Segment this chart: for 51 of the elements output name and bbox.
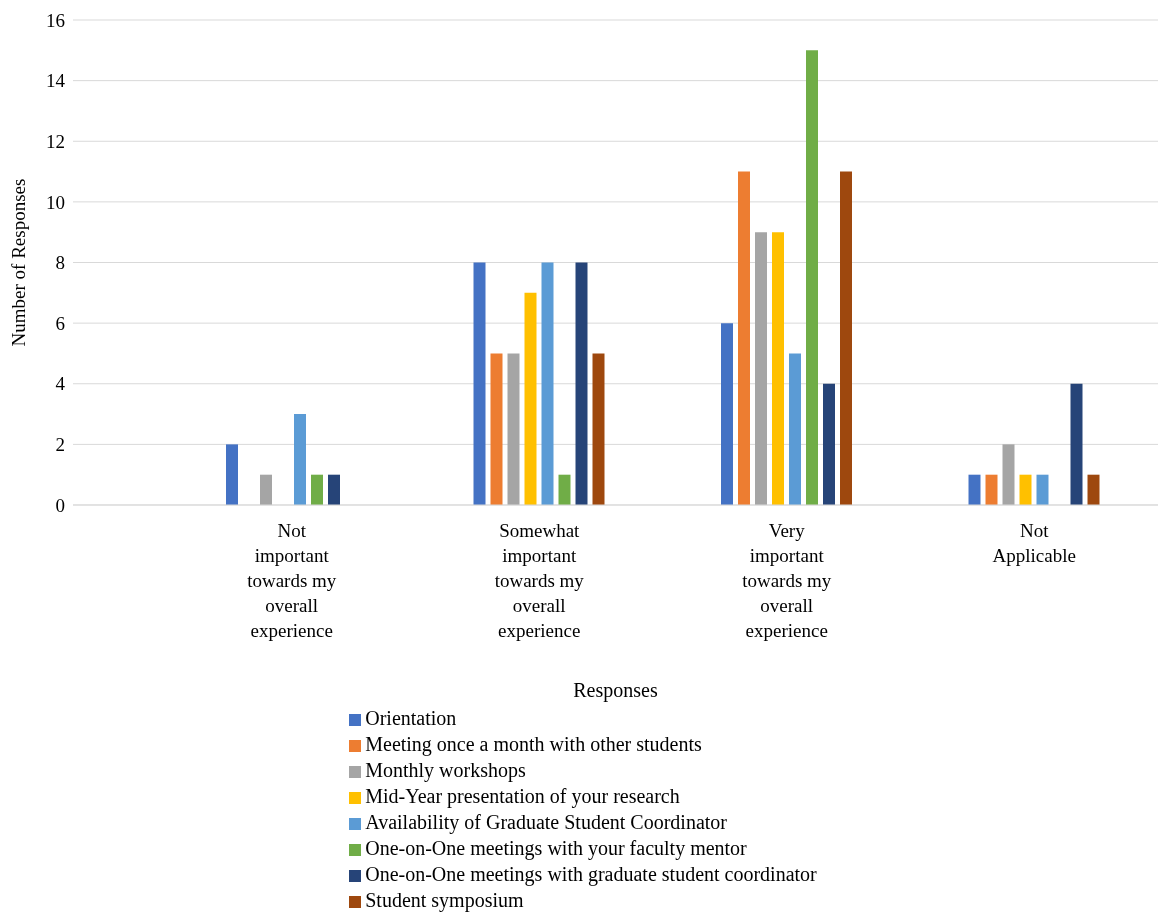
bar [823,383,835,505]
bar [789,353,801,505]
bar [772,232,784,505]
x-tick-label: Not important towards my overall experience [247,520,337,641]
legend-label: Orientation [365,707,457,729]
bar [558,474,571,505]
legend-label: Student symposium [365,889,524,911]
bar [592,353,605,505]
bar [226,444,238,505]
legend-label: One-on-One meetings with graduate student coordinator [365,863,817,885]
bar [1002,444,1015,505]
bar [1070,383,1083,505]
bar [840,171,852,505]
y-tick-label: 4 [55,373,66,395]
legend-label: Meeting once a month with other students [365,733,702,755]
x-axis-title: Responses [573,679,658,702]
y-tick-label: 14 [46,70,66,92]
bar [328,474,340,505]
bar [575,262,588,505]
bar [755,232,767,505]
bar [507,353,520,505]
bar [294,414,306,505]
bar [738,171,750,505]
y-tick-label: 2 [55,434,65,456]
y-tick-label: 0 [55,494,65,516]
legend-label: Mid-Year presentation of your research [365,785,680,807]
bar [985,474,998,505]
y-tick-label: 16 [46,9,65,31]
bar [1087,474,1100,505]
legend-label: Availability of Graduate Student Coordinator [365,811,727,833]
bar [541,262,554,505]
y-tick-label: 10 [46,191,65,213]
legend-label: One-on-One meetings with your faculty mentor [365,837,747,859]
bar [473,262,486,505]
bar [524,292,537,505]
y-tick-label: 6 [55,312,65,334]
bar [721,323,733,505]
bar [806,50,818,505]
x-tick-label: Not Applicable [992,520,1076,566]
bar [311,474,323,505]
x-tick-label: Very important towards my overall experience [742,520,832,641]
bar [968,474,981,505]
x-tick-label: Somewhat important towards my overall experience [494,520,585,641]
bar [490,353,503,505]
bar [1019,474,1032,505]
legend-label: Monthly workshops [365,759,526,781]
y-tick-label: 8 [55,252,65,274]
y-axis-title: Number of Responses [7,178,29,347]
y-tick-label: 12 [46,130,65,152]
bar [1036,474,1049,505]
bar [260,474,272,505]
